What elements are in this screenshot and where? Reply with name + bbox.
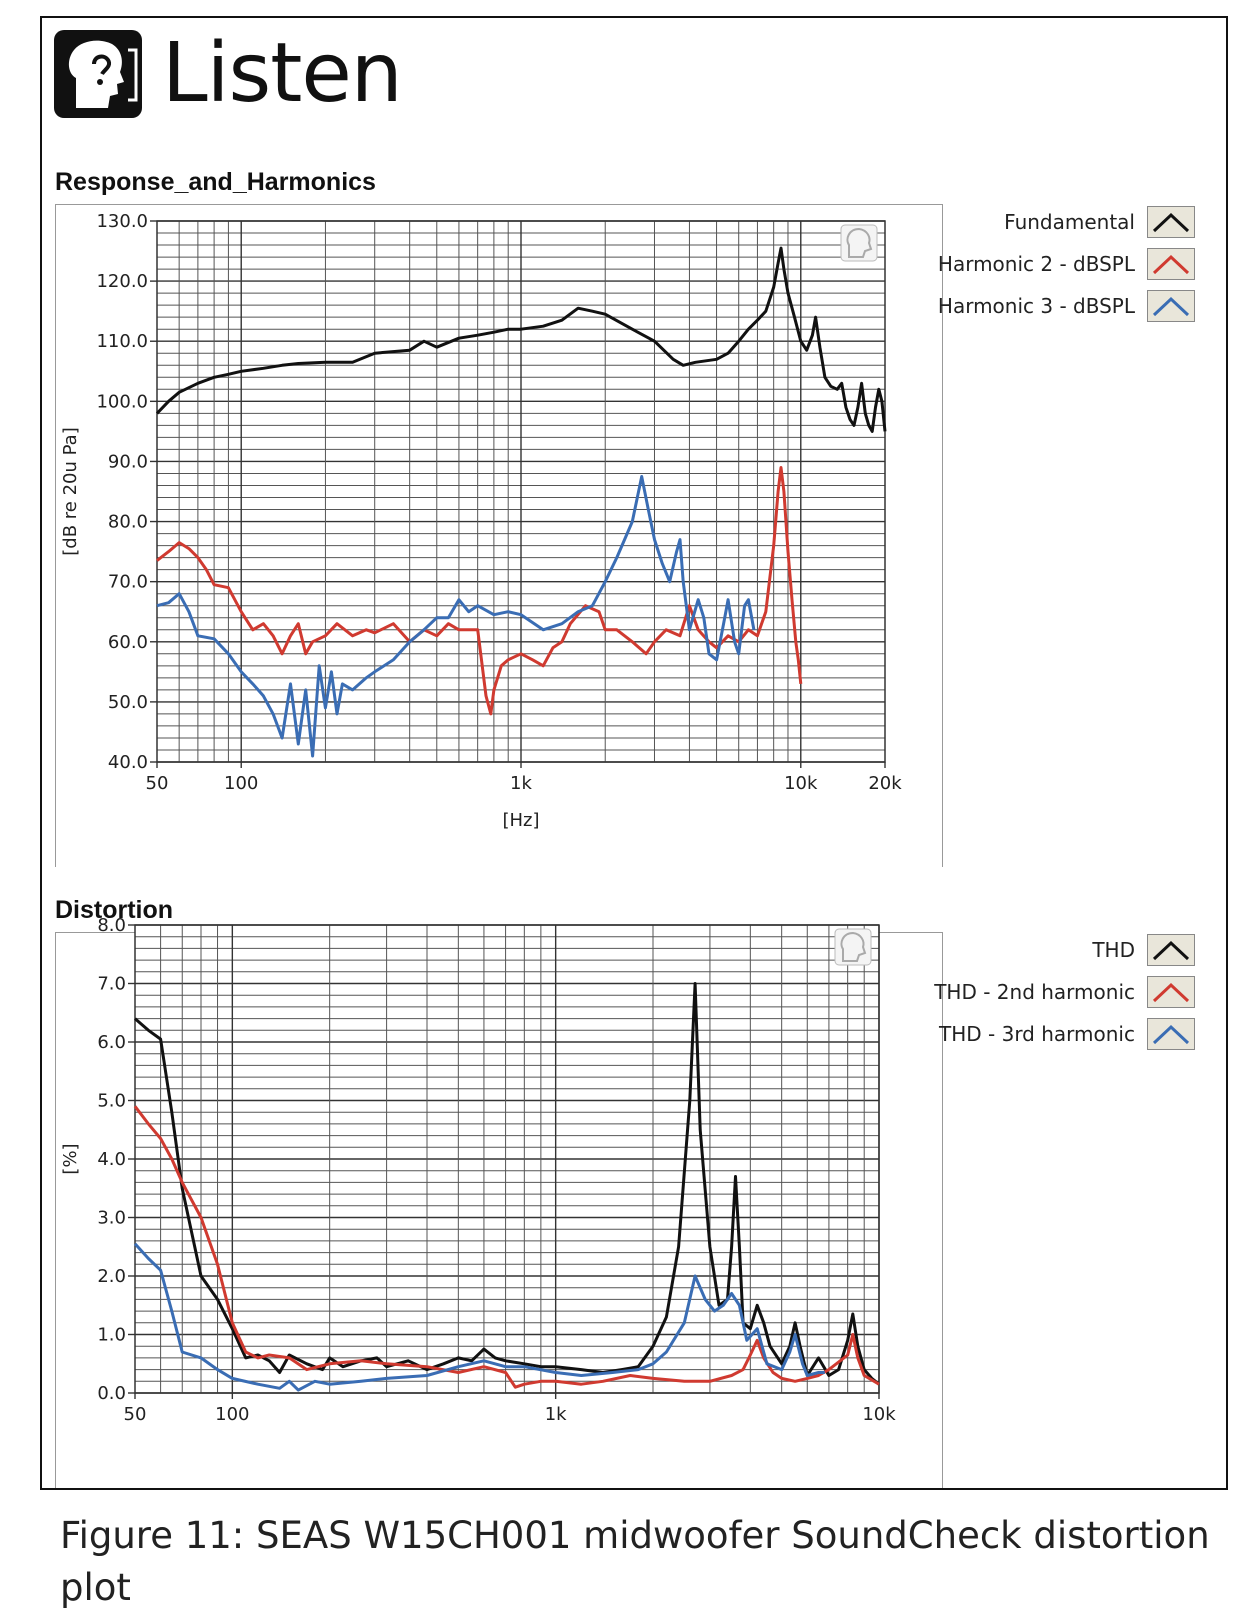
y-tick-label: 40.0 — [108, 752, 148, 773]
legend-item: THD - 2nd harmonic — [934, 974, 1215, 1016]
distortion-chart-title: Distortion — [55, 896, 174, 924]
response-grid — [156, 220, 886, 763]
response-chart: 130.0 120.0 110.0 100.0 90.0 80.0 70.0 60.0 50.0… — [60, 211, 902, 831]
legend-item: THD - 3rd harmonic — [939, 1016, 1215, 1058]
response-chart-panel — [55, 204, 943, 867]
response-chart-title: Response_and_Harmonics — [55, 168, 376, 196]
distortion-chart: 8.0 7.0 6.0 5.0 4.0 3.0 2.0 1.0 0.050 100 1k 10k [%] — [60, 915, 896, 1425]
legend-item: THD — [945, 932, 1215, 974]
response-x-axis-label: [Hz] — [502, 810, 539, 831]
x-tick-label: 100 — [215, 1404, 249, 1425]
distortion-y-axis-label: [%] — [60, 1143, 81, 1174]
response-y-axis-label: [dB re 20u Pa] — [60, 427, 81, 555]
x-tick-label: 50 — [124, 1404, 147, 1425]
legend-label: Fundamental — [1004, 210, 1135, 234]
y-tick-label: 100.0 — [96, 391, 148, 412]
listen-head-logo-icon — [54, 30, 142, 118]
distortion-series-2-line — [133, 1105, 880, 1389]
y-tick-label: 6.0 — [97, 1032, 126, 1053]
y-tick-label: 8.0 — [97, 915, 126, 936]
legend-swatch — [1147, 934, 1195, 966]
x-tick-label: 1k — [510, 773, 532, 794]
y-tick-label: 4.0 — [97, 1149, 126, 1170]
response-series-1-line — [155, 246, 887, 433]
legend-item: Fundamental — [945, 204, 1215, 246]
y-tick-label: 5.0 — [97, 1091, 126, 1112]
legend-item: Harmonic 2 - dBSPL — [938, 246, 1215, 288]
figure-caption: Figure 11: SEAS W15CH001 midwoofer Sound… — [60, 1514, 1210, 1609]
x-tick-label: 50 — [146, 773, 169, 794]
legend-swatch — [1147, 206, 1195, 238]
legend-swatch — [1147, 290, 1195, 322]
legend-swatch — [1147, 976, 1195, 1008]
legend-label: Harmonic 3 - dBSPL — [937, 294, 1135, 318]
y-tick-label: 60.0 — [108, 632, 148, 653]
legend-label: Harmonic 2 - dBSPL — [937, 252, 1135, 276]
y-tick-label: 0.0 — [97, 1383, 126, 1404]
distortion-grid — [134, 924, 880, 1394]
response-series-3-line — [156, 475, 756, 758]
y-tick-label: 7.0 — [97, 974, 126, 995]
y-tick-label: 2.0 — [97, 1266, 126, 1287]
y-tick-label: 50.0 — [108, 692, 148, 713]
response-series-2-line — [156, 466, 803, 716]
y-tick-label: 1.0 — [97, 1325, 126, 1346]
y-tick-label: 3.0 — [97, 1208, 126, 1229]
distortion-series-3-line — [133, 1242, 825, 1392]
brand-name: Listen — [162, 26, 403, 121]
response-legend: Fundamental Harmonic 2 - dBSPL Harmonic 3 … — [938, 204, 1215, 330]
y-tick-label: 90.0 — [108, 451, 148, 472]
legend-swatch — [1147, 1018, 1195, 1050]
x-tick-label: 10k — [862, 1404, 896, 1425]
y-tick-label: 110.0 — [96, 331, 148, 352]
listen-watermark-icon — [834, 928, 872, 966]
distortion-legend: THD THD - 2nd harmonic THD - 3rd harmonic — [934, 932, 1215, 1058]
charts-canvas: 130.0 120.0 110.0 100.0 90.0 80.0 70.0 60.0 50.0… — [60, 211, 902, 1425]
legend-label: THD - 2nd harmonic — [934, 980, 1135, 1004]
x-tick-label: 1k — [545, 1404, 567, 1425]
y-tick-label: 130.0 — [96, 211, 148, 232]
listen-watermark-icon — [840, 224, 878, 262]
legend-label: THD - 3rd harmonic — [939, 1022, 1135, 1046]
y-tick-label: 70.0 — [108, 572, 148, 593]
legend-label: THD — [1092, 938, 1135, 962]
y-tick-label: 120.0 — [96, 271, 148, 292]
x-tick-label: 100 — [224, 773, 258, 794]
x-tick-label: 10k — [784, 773, 818, 794]
legend-swatch — [1147, 248, 1195, 280]
y-tick-label: 80.0 — [108, 512, 148, 533]
x-tick-label: 20k — [868, 773, 902, 794]
legend-item: Harmonic 3 - dBSPL — [938, 288, 1215, 330]
